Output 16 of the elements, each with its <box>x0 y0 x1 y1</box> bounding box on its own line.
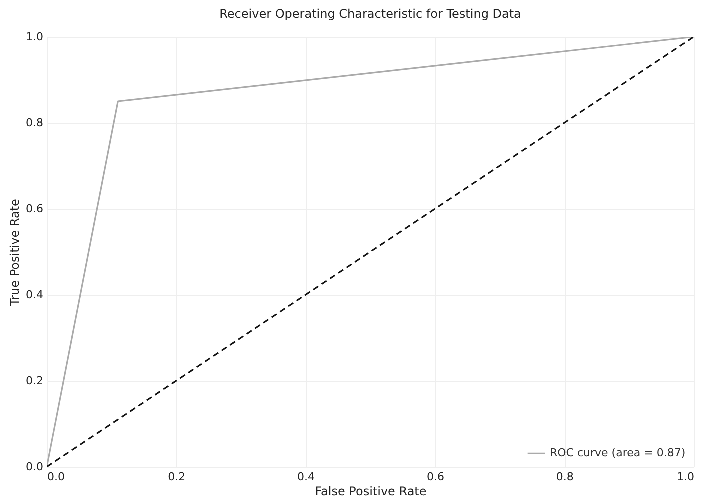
x-tick-label: 0.0 <box>48 470 65 484</box>
x-tick-label: 0.6 <box>426 470 444 484</box>
y-tick-label: 0.4 <box>26 288 44 302</box>
x-tick-label: 0.2 <box>168 470 186 484</box>
x-tick-label: 1.0 <box>677 470 694 484</box>
chart-title: Receiver Operating Characteristic for Testing Data <box>220 7 522 21</box>
y-tick-label: 0.0 <box>26 460 44 474</box>
legend-label: ROC curve (area = 0.87) <box>550 446 686 460</box>
x-tick-label: 0.8 <box>556 470 574 484</box>
y-tick-label: 0.8 <box>26 116 44 130</box>
y-tick-label: 0.6 <box>26 202 44 216</box>
x-tick-label: 0.4 <box>298 470 316 484</box>
y-axis-title: True Positive Rate <box>8 199 22 307</box>
y-tick-label: 0.2 <box>26 374 44 388</box>
y-tick-label: 1.0 <box>26 30 44 44</box>
x-axis-title: False Positive Rate <box>315 484 427 498</box>
